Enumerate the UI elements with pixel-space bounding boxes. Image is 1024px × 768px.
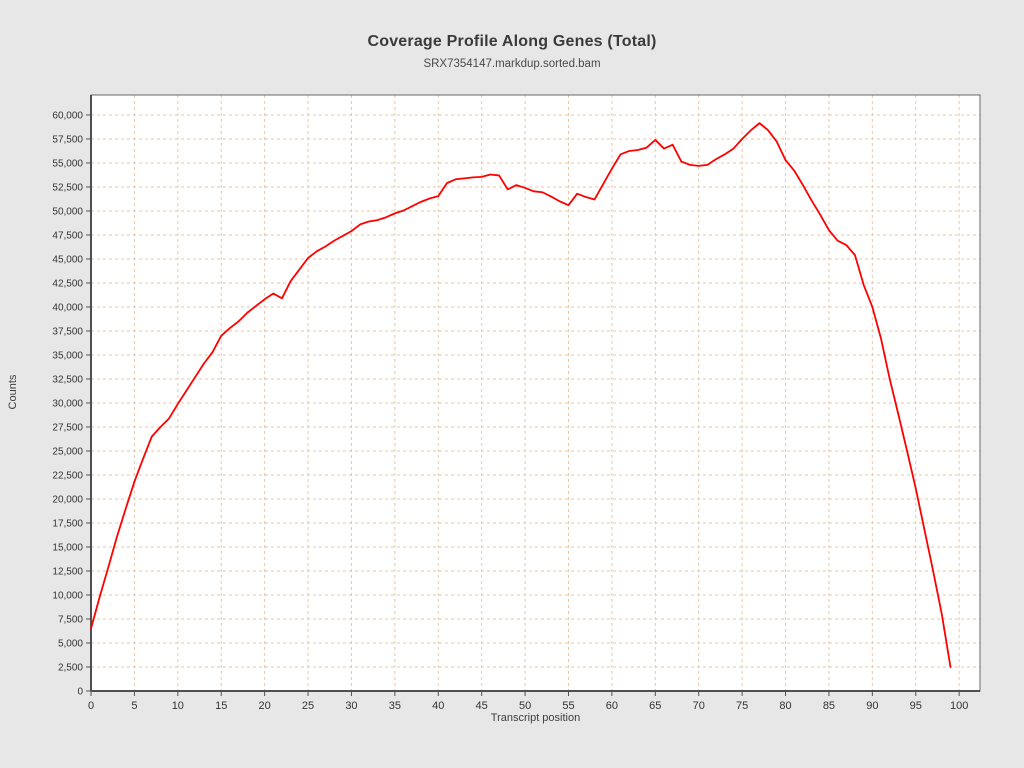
y-tick-label: 25,000 bbox=[52, 446, 83, 457]
y-tick-label: 22,500 bbox=[52, 470, 83, 481]
axis-tick-labels: 0 2,500 5,000 7,500 10,000 12,500 15,000 17,500… bbox=[52, 110, 968, 712]
x-tick-label: 40 bbox=[432, 700, 444, 712]
y-tick-label: 42,500 bbox=[52, 278, 83, 289]
x-tick-label: 45 bbox=[476, 700, 488, 712]
x-tick-label: 50 bbox=[519, 700, 531, 712]
y-tick-label: 32,500 bbox=[52, 374, 83, 385]
y-tick-label: 47,500 bbox=[52, 230, 83, 241]
x-tick-label: 90 bbox=[866, 700, 878, 712]
y-tick-label: 40,000 bbox=[52, 302, 83, 313]
x-axis-label: Transcript position bbox=[490, 712, 581, 724]
x-tick-label: 85 bbox=[823, 700, 835, 712]
y-tick-label: 12,500 bbox=[52, 566, 83, 577]
plot-background bbox=[91, 95, 980, 691]
x-tick-label: 25 bbox=[302, 700, 314, 712]
coverage-series-line bbox=[90, 122, 952, 668]
x-tick-label: 20 bbox=[259, 700, 271, 712]
x-tick-label: 70 bbox=[693, 700, 705, 712]
x-tick-label: 95 bbox=[910, 700, 922, 712]
y-tick-label: 30,000 bbox=[52, 398, 83, 409]
y-tick-label: 37,500 bbox=[52, 326, 83, 337]
y-tick-label: 55,000 bbox=[52, 158, 83, 169]
x-tick-label: 10 bbox=[172, 700, 184, 712]
x-tick-label: 0 bbox=[88, 700, 94, 712]
x-tick-label: 30 bbox=[345, 700, 357, 712]
x-tick-label: 5 bbox=[131, 700, 137, 712]
x-tick-label: 60 bbox=[606, 700, 618, 712]
y-tick-label: 35,000 bbox=[52, 350, 83, 361]
y-tick-label: 15,000 bbox=[52, 542, 83, 553]
x-tick-label: 65 bbox=[649, 700, 661, 712]
y-tick-label: 57,500 bbox=[52, 134, 83, 145]
y-tick-label: 10,000 bbox=[52, 590, 83, 601]
y-tick-label: 50,000 bbox=[52, 206, 83, 217]
y-tick-label: 0 bbox=[77, 687, 83, 698]
y-tick-label: 27,500 bbox=[52, 422, 83, 433]
y-tick-label: 20,000 bbox=[52, 494, 83, 505]
y-tick-label: 45,000 bbox=[52, 254, 83, 265]
y-tick-label: 52,500 bbox=[52, 182, 83, 193]
chart-subtitle: SRX7354147.markdup.sorted.bam bbox=[423, 58, 601, 70]
x-tick-label: 55 bbox=[562, 700, 574, 712]
y-tick-label: 17,500 bbox=[52, 518, 83, 529]
chart-title: Coverage Profile Along Genes (Total) bbox=[367, 33, 657, 50]
y-tick-label: 7,500 bbox=[58, 614, 83, 625]
x-tick-label: 75 bbox=[736, 700, 748, 712]
x-tick-label: 80 bbox=[779, 700, 791, 712]
x-tick-label: 35 bbox=[389, 700, 401, 712]
x-tick-label: 15 bbox=[215, 700, 227, 712]
y-tick-label: 2,500 bbox=[58, 662, 83, 673]
y-tick-label: 60,000 bbox=[52, 110, 83, 121]
axis-ticks bbox=[86, 114, 960, 696]
y-tick-label: 5,000 bbox=[58, 638, 83, 649]
x-tick-label: 100 bbox=[950, 700, 968, 712]
